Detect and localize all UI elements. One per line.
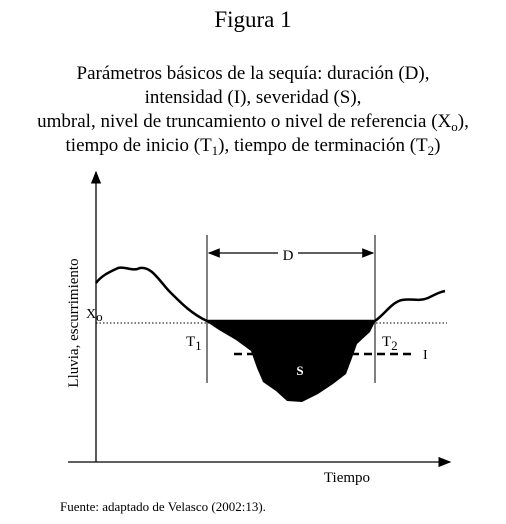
caption-line: tiempo de inicio (T1), tiempo de termina…: [66, 135, 441, 158]
flow-curve: [95, 266, 446, 323]
label-base: T: [382, 334, 391, 350]
caption-line: umbral, nivel de truncamiento o nivel de…: [37, 111, 469, 134]
caption-sub: o: [451, 119, 458, 134]
caption-text: umbral, nivel de truncamiento o nivel de…: [37, 111, 451, 132]
y-axis-label: Lluvia, escurrimiento: [66, 258, 82, 387]
caption-text: tiempo de inicio (T: [66, 135, 213, 156]
start-label: T1: [186, 334, 202, 353]
duration-label: D: [283, 248, 294, 264]
deficit-area: [207, 322, 375, 402]
threshold-label: Xo: [86, 307, 103, 324]
caption-text: ): [434, 135, 440, 156]
label-sub: o: [96, 309, 103, 324]
caption-sub: 2: [428, 143, 435, 158]
intensity-label: I: [423, 348, 428, 363]
label-base: X: [86, 307, 96, 322]
figure-title: Figura 1: [214, 7, 291, 32]
source-note: Fuente: adaptado de Velasco (2002:13).: [60, 499, 266, 514]
caption-text: intensidad (I), severidad (S),: [145, 87, 362, 108]
label-sub: 2: [391, 338, 398, 353]
caption-line: Parámetros básicos de la sequía: duració…: [77, 63, 430, 84]
label-base: T: [186, 334, 195, 350]
label-bg: [278, 246, 298, 262]
caption-sub: 1: [212, 143, 219, 158]
end-label: T2: [382, 334, 398, 353]
caption: Parámetros básicos de la sequía: duració…: [37, 63, 469, 158]
label-sub: 1: [195, 338, 202, 353]
caption-text: ), tiempo de terminación (T: [218, 135, 428, 156]
caption-text: ),: [458, 111, 469, 132]
severity-label: S: [296, 363, 303, 378]
caption-text: Parámetros básicos de la sequía: duració…: [77, 63, 430, 84]
caption-line: intensidad (I), severidad (S),: [145, 87, 362, 108]
x-axis-label: Tiempo: [324, 470, 370, 486]
